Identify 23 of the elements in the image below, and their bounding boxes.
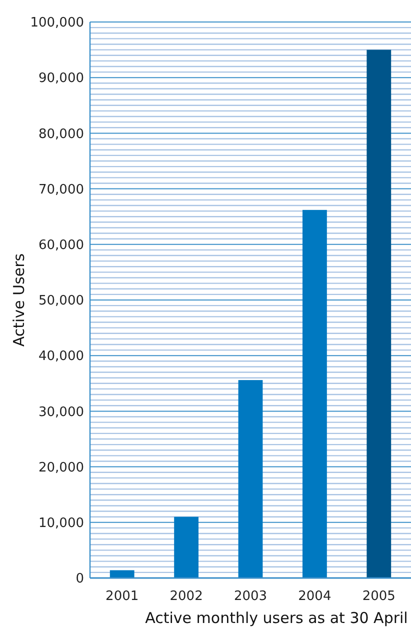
x-tick-label: 2005 (362, 589, 396, 604)
y-tick-label: 30,000 (38, 404, 84, 420)
y-tick-label: 80,000 (38, 126, 84, 142)
x-tick-label: 2002 (170, 589, 203, 604)
bar (366, 50, 392, 578)
bar (302, 210, 327, 578)
y-tick-label: 20,000 (38, 460, 84, 476)
y-tick-label: 40,000 (38, 349, 84, 364)
bar (174, 516, 198, 578)
x-tick-label: 2004 (298, 589, 332, 604)
y-axis-title: Active Users (10, 253, 28, 347)
y-tick-label: 50,000 (38, 294, 84, 309)
bar (110, 570, 134, 578)
bar (238, 380, 263, 578)
y-tick-label: 100,000 (30, 16, 84, 31)
y-tick-label: 70,000 (38, 182, 84, 198)
y-tick-label: 60,000 (38, 238, 84, 253)
x-tick-label: 2001 (106, 589, 139, 604)
x-tick-label: 2003 (234, 589, 268, 604)
y-tick-label: 0 (76, 572, 84, 587)
x-axis-title: Active monthly users as at 30 April (145, 609, 408, 627)
y-tick-label: 10,000 (38, 516, 84, 531)
y-tick-label: 90,000 (38, 71, 84, 86)
